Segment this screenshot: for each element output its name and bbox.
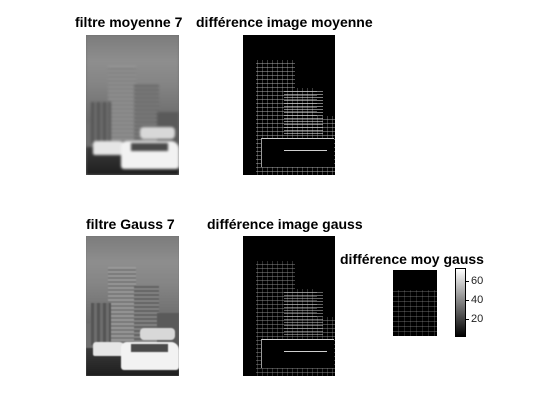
colorbar-tick <box>465 281 469 282</box>
colorbar-tick <box>465 300 469 301</box>
title-filtre-moyenne: filtre moyenne 7 <box>75 14 183 30</box>
image-difference-moyenne <box>243 35 335 175</box>
image-difference-moy-gauss <box>393 270 437 336</box>
image-difference-gauss <box>243 236 335 376</box>
colorbar-tick-label: 20 <box>471 313 484 325</box>
colorbar-tick-label: 60 <box>471 275 484 287</box>
image-filtre-moyenne <box>86 35 179 175</box>
title-difference-gauss: différence image gauss <box>207 216 363 232</box>
title-difference-moyenne: différence image moyenne <box>196 14 373 30</box>
colorbar-tick <box>465 319 469 320</box>
image-filtre-gauss <box>86 236 179 376</box>
title-difference-moy-gauss: différence moy gauss <box>340 251 484 267</box>
colorbar <box>455 268 466 337</box>
colorbar-tick-label: 40 <box>471 294 484 306</box>
title-filtre-gauss: filtre Gauss 7 <box>86 216 175 232</box>
